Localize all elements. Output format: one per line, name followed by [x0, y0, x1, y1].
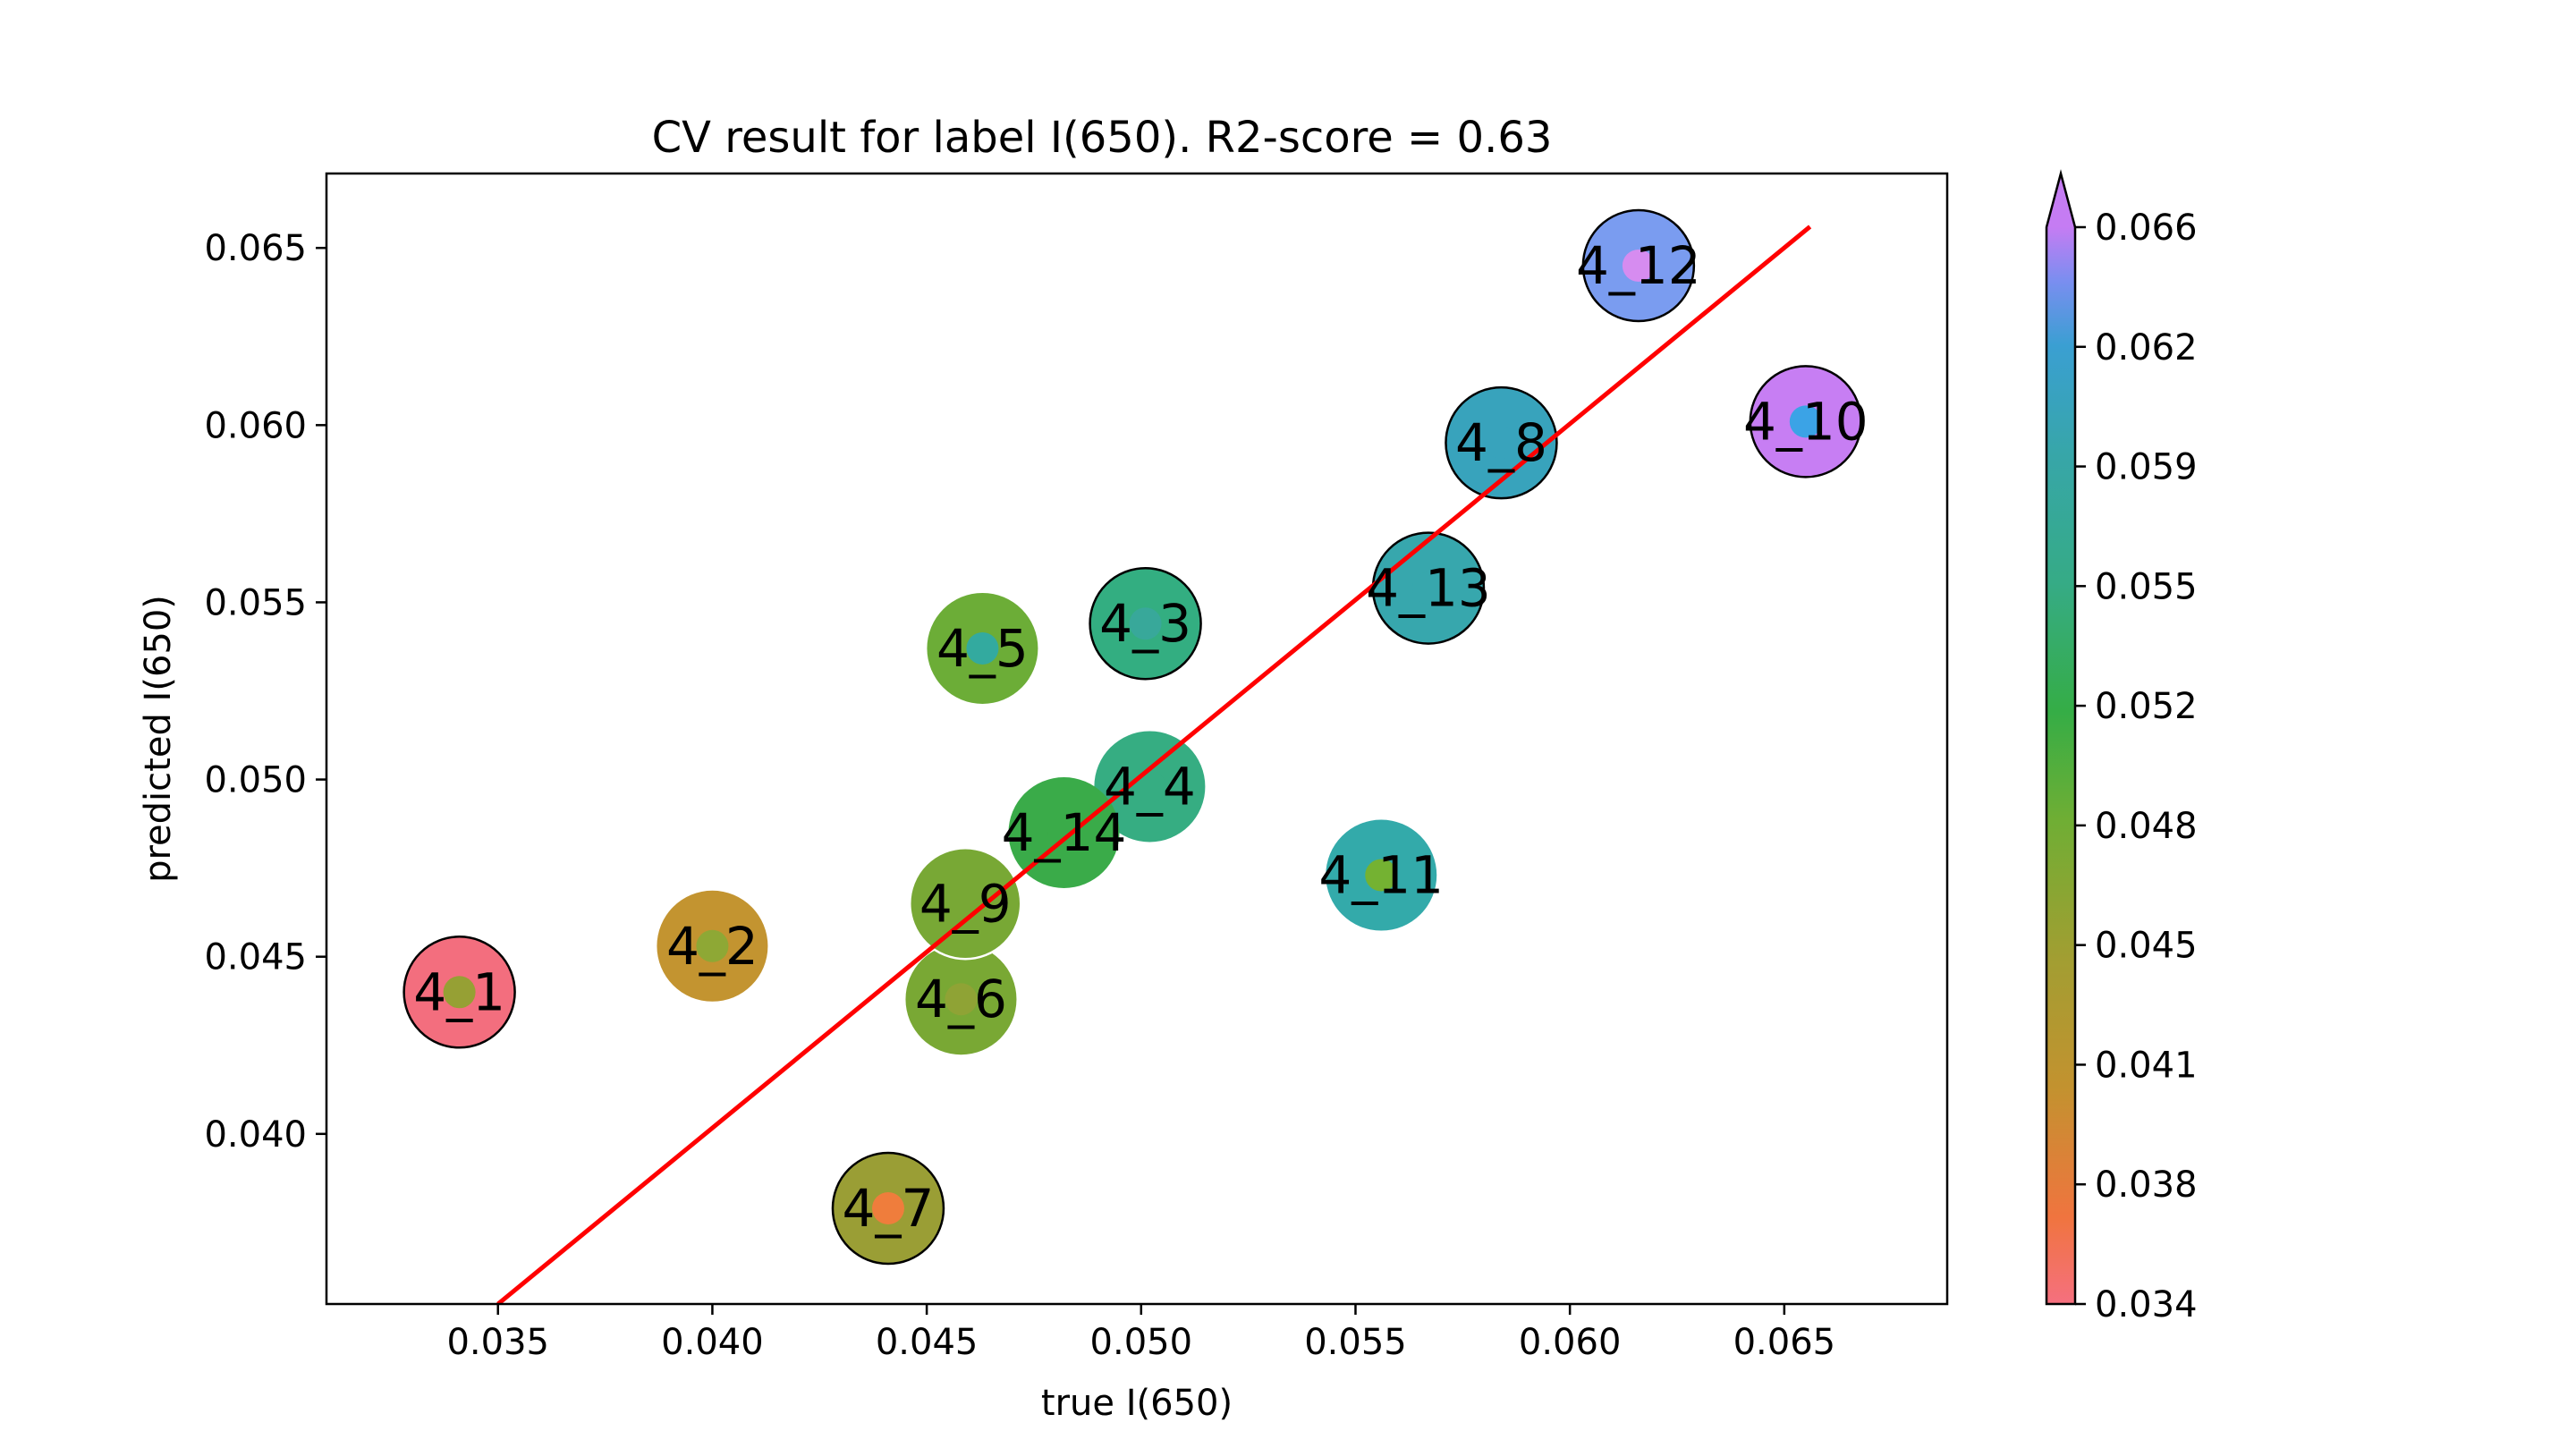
fit-line [496, 224, 1812, 1304]
x-tick-label: 0.040 [661, 1322, 764, 1363]
colorbar-tick-label: 0.038 [2095, 1164, 2198, 1206]
point-inner-marker [1133, 770, 1166, 803]
point-label: 4_7 [843, 1178, 935, 1239]
x-tick-label: 0.050 [1090, 1322, 1193, 1363]
point-label: 4_1 [413, 961, 505, 1022]
colorbar-tick-label: 0.034 [2095, 1284, 2198, 1325]
scatter-point-4-3 [1089, 566, 1202, 681]
colorbar-outline [2045, 169, 2077, 1306]
point-label: 4_8 [1455, 412, 1547, 473]
scatter-point-4-10 [1749, 365, 1863, 478]
scatter-point-4-2 [657, 890, 768, 1002]
point-label: 4_9 [919, 873, 1012, 934]
plot-frame [325, 172, 1949, 1306]
y-axis: 0.040 0.045 0.050 0.055 0.060 0.065 [204, 228, 326, 1156]
scatter-point-4-8 [1445, 385, 1558, 500]
point-label: 4_6 [915, 969, 1007, 1029]
x-axis: 0.035 0.040 0.045 0.050 0.055 0.060 0.065 [446, 1304, 1835, 1363]
point-inner-marker [1411, 572, 1445, 605]
colorbar-extend-arrow [2046, 174, 2075, 227]
point-label: 4_4 [1104, 756, 1196, 817]
point-inner-marker [966, 631, 999, 665]
scatter-point-4-11 [1326, 819, 1437, 931]
scatter-point-4-5 [927, 592, 1038, 704]
colorbar-gradient [2046, 227, 2075, 1304]
x-tick-label: 0.035 [446, 1322, 549, 1363]
y-tick-label: 0.040 [204, 1114, 307, 1156]
point-inner-marker [1365, 859, 1398, 892]
colorbar-tick-label: 0.045 [2095, 926, 2198, 967]
scatter-point-4-4 [1094, 731, 1206, 843]
colorbar-tick-label: 0.055 [2095, 566, 2198, 607]
y-tick-label: 0.050 [204, 760, 307, 801]
scatter-point-4-7 [831, 1151, 945, 1266]
x-tick-label: 0.045 [876, 1322, 979, 1363]
point-label: 4_5 [936, 618, 1029, 679]
point-inner-marker [1485, 427, 1518, 460]
colorbar-tick-label: 0.041 [2095, 1045, 2198, 1086]
point-inner-marker [871, 1192, 904, 1225]
point-inner-marker [1622, 250, 1655, 283]
point-label: 4_3 [1099, 593, 1191, 654]
y-tick-label: 0.045 [204, 937, 307, 978]
point-inner-marker [1129, 607, 1162, 640]
point-label: 4_11 [1318, 845, 1444, 906]
plot-area: 4_1 4_2 4_3 4_4 4_5 4_6 4_7 4_8 4_9 4_10 4_11 4_12 4… [402, 208, 1868, 1304]
point-label: 4_14 [1002, 802, 1127, 863]
point-label: 4_12 [1576, 235, 1701, 296]
scatter-point-4-6 [905, 944, 1017, 1055]
point-label: 4_2 [666, 916, 758, 977]
x-axis-label: true I(650) [1041, 1383, 1233, 1424]
x-tick-label: 0.065 [1733, 1322, 1836, 1363]
point-label: 4_13 [1366, 558, 1491, 619]
y-tick-label: 0.055 [204, 582, 307, 623]
colorbar-tick-label: 0.059 [2095, 447, 2198, 488]
x-tick-label: 0.055 [1304, 1322, 1407, 1363]
point-inner-marker [1789, 405, 1822, 438]
y-axis-label: predicted I(650) [138, 595, 179, 883]
colorbar-tick-label: 0.052 [2095, 686, 2198, 727]
colorbar-tick-label: 0.062 [2095, 327, 2198, 368]
y-tick-label: 0.060 [204, 405, 307, 446]
x-tick-label: 0.060 [1519, 1322, 1622, 1363]
point-label: 4_10 [1743, 391, 1868, 452]
colorbar: 0.034 0.038 0.041 0.045 0.048 0.052 0.055 0.059… [2045, 169, 2198, 1325]
point-inner-marker [443, 976, 476, 1009]
colorbar-tick-label: 0.066 [2095, 207, 2198, 249]
colorbar-tick-label: 0.048 [2095, 806, 2198, 847]
point-inner-marker [945, 983, 978, 1016]
scatter-point-4-1 [402, 936, 516, 1049]
y-tick-label: 0.065 [204, 228, 307, 269]
chart-title: CV result for label I(650). R2-score = 0… [652, 113, 1553, 163]
point-inner-marker [696, 929, 729, 962]
point-inner-marker [1047, 817, 1080, 850]
scatter-point-4-12 [1581, 208, 1696, 323]
